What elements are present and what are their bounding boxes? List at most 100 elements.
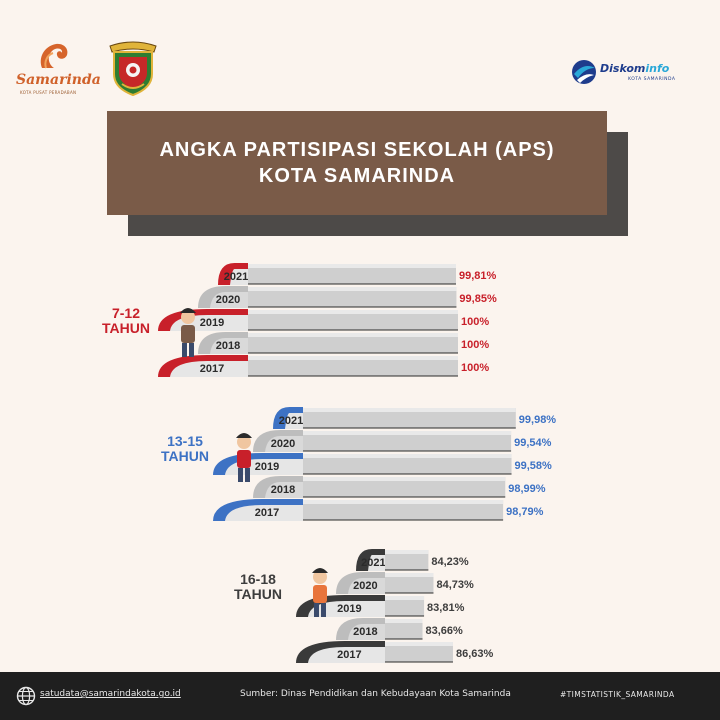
year-label: 2018 [353,626,377,638]
year-label: 2020 [216,294,240,306]
bar [303,431,512,451]
value-label: 99,81% [459,270,497,282]
bar-highlight [303,454,512,458]
year-label: 2017 [200,363,224,375]
arc-inner [265,482,303,498]
value-label: 100% [461,362,489,374]
footer: satudata@samarindakota.go.id Sumber: Din… [0,672,720,720]
student-hair [180,308,196,313]
value-label: 84,73% [436,579,474,591]
samarinda-logo-tagline: KOTA PUSAT PERADABAN [20,90,77,95]
diskominfo-logo-text-main: Diskom [600,62,646,75]
value-label: 100% [461,339,489,351]
samarinda-logo-text: Samarinda [16,72,101,88]
group-label-2-line-1: 13-15 [167,433,203,449]
year-label: 2021 [279,415,303,427]
bar [303,454,512,474]
group-label-1-line-2: TAHUN [102,320,150,336]
bar-highlight [385,573,434,577]
bar-highlight [248,310,458,314]
year-label: 2018 [216,340,240,352]
year-label: 2017 [255,507,279,519]
bar-highlight [303,500,504,504]
arc-inner [225,505,303,521]
diskominfo-logo-text: Diskominfo [600,62,669,75]
bar-highlight [303,431,512,435]
year-label: 2019 [255,461,279,473]
bar [248,310,458,330]
student-leg-left [314,603,319,617]
student-leg-right [189,343,194,357]
header: Samarinda KOTA PUSAT PERADABAN Diskominf… [0,0,720,110]
value-label: 99,98% [519,414,557,426]
bar-highlight [248,264,457,268]
value-label: 83,81% [427,602,465,614]
value-label: 100% [461,316,489,328]
globe-swirl-icon [572,60,596,84]
arc-inner [230,269,248,285]
title-line-2: KOTA SAMARINDA [258,165,456,187]
year-label: 2021 [224,271,248,283]
bar [303,408,516,428]
samarinda-logo: Samarinda KOTA PUSAT PERADABAN [16,40,101,102]
arc-inner [210,338,248,354]
bar-highlight [248,287,457,291]
arc-inner [265,436,303,452]
bar [385,573,434,593]
arc-inner [285,413,303,429]
bar-highlight [303,477,506,481]
year-label: 2019 [337,603,361,615]
bar-highlight [385,550,429,554]
bar-highlight [385,642,453,646]
footer-email-link[interactable]: satudata@samarindakota.go.id [40,689,181,699]
bar [385,550,429,570]
year-label: 2019 [200,317,224,329]
bar [248,287,457,307]
arc-inner [348,624,385,640]
student-head [237,435,251,449]
bar-highlight [385,596,425,600]
year-label: 2018 [271,484,295,496]
title-line-1: ANGKA PARTISIPASI SEKOLAH (APS) [159,139,555,161]
student-body [313,585,327,603]
group-label-3-line-1: 16-18 [240,571,276,587]
bar [248,356,458,376]
value-label: 99,85% [459,293,497,305]
flame-icon [40,43,68,69]
title-banner: ANGKA PARTISIPASI SEKOLAH (APS) KOTA SAM… [107,111,607,215]
diskominfo-logo: Diskominfo KOTA SAMARINDA [570,58,690,88]
bar [303,477,506,497]
bar [385,619,423,639]
student-body [237,450,251,468]
year-label: 2020 [353,580,377,592]
arc-inner [368,555,385,571]
bar-highlight [248,333,458,337]
group-label-1-line-1: 7-12 [112,305,140,321]
bar-highlight [303,408,516,412]
student-leg-left [182,343,187,357]
value-label: 86,63% [456,648,494,660]
student-hair [236,433,252,438]
arc-inner [348,578,385,594]
student-head [313,570,327,584]
diskominfo-logo-sub: KOTA SAMARINDA [628,77,676,82]
student-head [181,310,195,324]
bar-highlight [385,619,423,623]
year-label: 2020 [271,438,295,450]
value-label: 84,23% [431,556,469,568]
student-leg-left [238,468,243,482]
group-label-3-line-2: TAHUN [234,586,282,602]
year-label: 2021 [361,557,385,569]
bar [303,500,504,520]
value-label: 98,99% [508,483,546,495]
footer-hashtag: #TIMSTATISTIK_SAMARINDA [560,690,675,699]
student-hair [312,568,328,573]
arc-inner [210,292,248,308]
value-label: 98,79% [506,506,544,518]
value-label: 83,66% [426,625,464,637]
arc-inner [308,601,385,617]
footer-source: Sumber: Dinas Pendidikan dan Kebudayaan … [240,689,511,699]
bar [385,596,425,616]
bar [248,333,458,353]
